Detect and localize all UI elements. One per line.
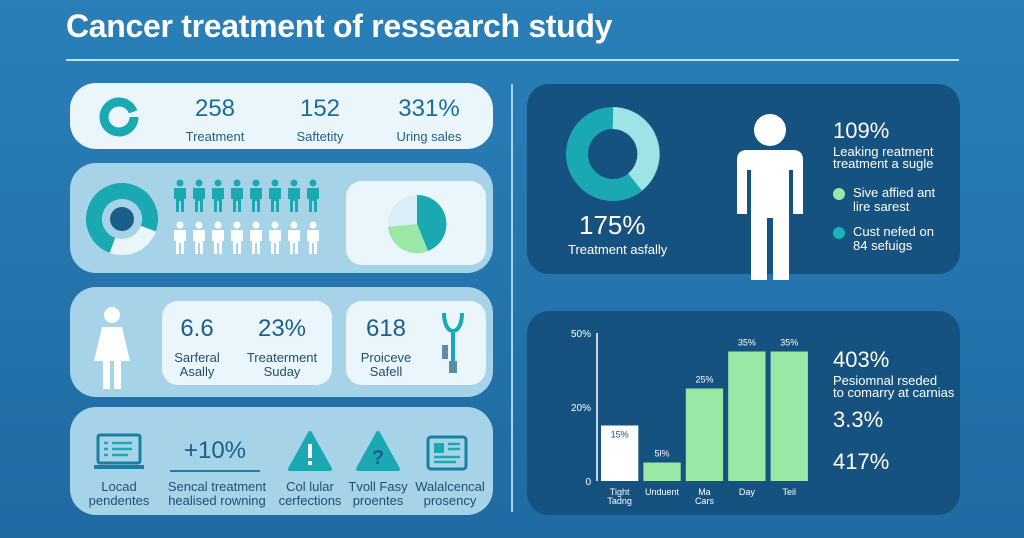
stat-label: Saftetity [296,129,344,144]
info-panel: Locad pendentes +10% Sencal treatment heal… [70,407,493,515]
page-title: Cancer treatment of ressearch study [66,8,613,44]
person-figure-icon [286,179,302,218]
person-figure-icon [229,179,245,218]
stethoscope-icon [442,312,464,373]
summary-stat-line1: Leaking reatment [833,144,934,159]
pie-card [346,181,486,265]
bar-value-label: 15% [611,430,629,440]
metric-label: Proiceve Safell [360,350,412,379]
item-label: Walalcencal prosency [415,479,485,508]
person-figure-icon [191,179,207,218]
item-label: Sencal treatment healised rowning [167,479,267,508]
legend-dot-teal [833,227,845,239]
metrics-card-left: 6.6 Sarferal Asally 23% Treaterment Suday [162,301,332,385]
chart-stat-value: 417% [833,449,890,474]
x-tick-label: Unduent [645,487,680,497]
item-label: Tvoll Fasy proentes [348,479,408,508]
growth-underline [170,470,260,472]
person-figure-icon [286,221,302,260]
growth-value: +10% [183,437,247,464]
person-figure-icon [210,221,226,260]
people-row-top [172,179,321,218]
legend-label: Sive affied ant lire sarest [853,185,936,214]
metric-value: 23% [257,315,307,342]
stat-treatment: 258 Treatment [175,95,255,144]
x-tick-label: Tadng [607,496,632,506]
pie-chart-icon [388,194,447,254]
stat-value: 152 [299,95,341,122]
donut-chart [566,107,660,201]
person-figure-icon [305,221,321,260]
metrics-card-right: 618 Proiceve Safell [346,301,486,385]
donut-label: Treatment asfally [568,242,668,257]
question-icon: ? [356,431,400,471]
legend-dot-green [833,188,845,200]
y-tick-label: 50% [571,329,591,340]
chart-stat-value: 403% [833,347,890,372]
metrics-panel: 6.6 Sarferal Asally 23% Treaterment Suday … [70,287,493,397]
x-tick-label: Teil [782,487,796,497]
person-figure-icon [248,179,264,218]
person-figure-icon [172,179,188,218]
bar [728,351,766,481]
metric-label: Sarferal Asally [174,350,220,379]
bar [601,425,639,481]
person-figure-icon [267,221,283,260]
stat-value: 258 [194,95,236,122]
donut-chart-icon [86,183,158,255]
legend-label: Cust nefed on 84 sefuigs [853,224,934,253]
person-figure-icon [248,221,264,260]
stat-value: 331% [398,95,460,122]
x-tick-label: Cars [695,496,715,506]
bar-value-label: 25% [695,375,713,385]
ring-chart-icon [99,97,139,137]
y-tick-label: 0 [585,477,591,488]
person-figure-icon [267,179,283,218]
people-panel [70,163,493,273]
x-tick-label: Tight [610,487,630,497]
stat-sales: 331% Uring sales [382,95,476,144]
x-tick-label: Ma [698,487,711,497]
bar [643,462,681,481]
summary-panel: 175% Treatment asfally 109% Leaking reat… [527,84,960,280]
metric-value: 6.6 [180,315,214,342]
title-divider [66,59,959,61]
summary-stat-line2: treatment a sugle [833,156,934,171]
bar-value-label: 35% [780,338,798,348]
person-icon [737,114,803,280]
bar-chart-panel: 0 20% 50% 15% Tight Tadng 5l% Unduent 25% Ma Cars 3… [527,311,960,515]
person-figure-icon [172,221,188,260]
bar-value-label: 5l% [655,449,670,459]
vertical-divider [511,84,513,512]
metric-label: Treaterment Suday [246,350,318,379]
document-icon [426,435,468,471]
laptop-checklist-icon [94,433,144,469]
chart-stat-value: 3.3% [833,407,884,432]
metric-value: 618 [365,315,407,342]
item-label: Col lular cerfections [278,479,342,508]
item-label: Locad pendentes [88,479,150,508]
stats-panel-top: 258 Treatment 152 Saftetity 331% Uring s… [70,83,493,149]
person-figure-icon [229,221,245,260]
people-row-bottom [172,221,321,260]
stat-label: Uring sales [396,129,462,144]
chart-stat-line1: Pesiomnal rseded [833,373,938,388]
person-figure-icon [191,221,207,260]
woman-icon [94,307,130,389]
warning-icon [288,431,332,471]
x-tick-label: Day [739,487,756,497]
bar [770,351,808,481]
stat-safety: 152 Saftetity [280,95,360,144]
chart-stat-line2: to comarry at carnias [833,385,955,400]
summary-stat-value: 109% [833,118,890,143]
person-figure-icon [305,179,321,218]
bar [685,388,724,481]
bar-value-label: 35% [738,338,756,348]
y-tick-label: 20% [571,403,591,414]
donut-value: 175% [579,210,646,240]
person-figure-icon [210,179,226,218]
svg-text:?: ? [372,447,384,469]
stat-label: Treatment [185,129,245,144]
